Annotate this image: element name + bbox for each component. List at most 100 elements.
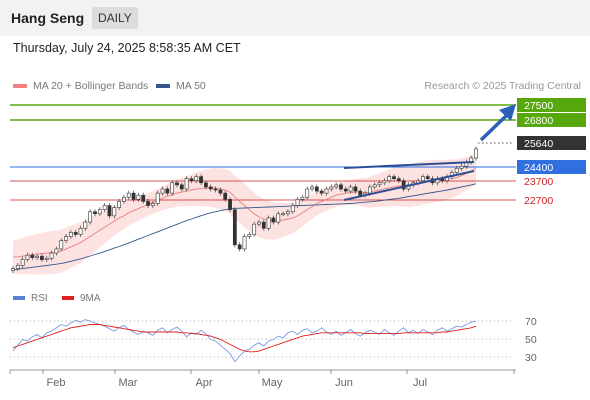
legend-9ma: 9MA [62, 293, 101, 304]
candle [271, 215, 276, 225]
rsi-tick-70: 70 [525, 316, 537, 328]
candle [40, 253, 44, 263]
ma20-line [12, 167, 477, 258]
candle-body [367, 186, 372, 194]
candle [126, 190, 131, 200]
candle-body [421, 176, 425, 182]
candle [20, 256, 25, 268]
candle [310, 184, 314, 192]
price-label-23700: 23700 [524, 176, 553, 188]
candle-body [314, 186, 319, 192]
candle-body [64, 236, 68, 241]
legend-bollinger-swatch [13, 84, 27, 89]
candle [252, 221, 257, 237]
candle-body [165, 188, 170, 194]
candle-body [83, 221, 88, 229]
credit-text: Research © 2025 Trading Central [424, 80, 581, 92]
candle [343, 186, 348, 194]
candle-body [179, 184, 184, 190]
candle [150, 200, 155, 209]
candle [242, 234, 247, 252]
candle [218, 187, 223, 196]
candle-body [247, 234, 252, 237]
x-tick-label: Jul [413, 377, 427, 389]
candle-body [35, 255, 40, 258]
candle [83, 219, 88, 231]
candle [392, 174, 396, 182]
candle-body [49, 252, 54, 259]
candle-body [343, 188, 348, 192]
candle-body [150, 203, 155, 206]
candle [261, 219, 266, 231]
x-tick-label: Mar [119, 377, 138, 389]
candle-body [131, 192, 136, 200]
candle [300, 194, 305, 202]
candle [387, 174, 392, 184]
candle-body [271, 217, 276, 223]
ma50-line [12, 183, 477, 271]
candle [160, 186, 165, 196]
candle-body [25, 254, 30, 260]
candle-body [40, 255, 44, 260]
candle-body [112, 207, 117, 217]
candle [112, 205, 117, 219]
candle-body [392, 176, 396, 179]
candle-body [199, 176, 203, 184]
candle-body [305, 188, 310, 198]
candle-body [189, 178, 194, 182]
x-tick-label: Apr [195, 377, 212, 389]
candle-body [290, 205, 295, 213]
candle-body [78, 227, 83, 235]
candle-body [353, 186, 358, 192]
candle-body [474, 148, 478, 159]
candle-body [252, 223, 257, 235]
candle-body [122, 196, 126, 202]
candle [237, 242, 242, 252]
candle [131, 190, 136, 202]
candle-body [382, 180, 387, 184]
candle [372, 182, 377, 190]
candle-body [20, 258, 25, 266]
candle-body [257, 221, 261, 225]
legend-ma50: MA 50 [156, 80, 206, 92]
candle [281, 211, 285, 217]
candle [15, 262, 20, 272]
projection-arrow-shaft [479, 114, 508, 142]
candle [73, 229, 78, 237]
candle-body [334, 184, 339, 188]
candle-body [276, 213, 281, 223]
candle-body [175, 182, 179, 186]
candle [232, 207, 237, 248]
candle-body [372, 184, 377, 188]
candle [401, 178, 406, 192]
legend-ma50-swatch [156, 84, 170, 89]
price-label-22700: 22700 [524, 195, 553, 207]
candle-body [348, 186, 353, 192]
candle [165, 186, 170, 196]
timeframe-button[interactable]: DAILY [92, 7, 138, 29]
candle-body [73, 232, 78, 235]
candle [179, 182, 184, 192]
candle-body [93, 211, 97, 215]
candle-body [97, 209, 102, 215]
candle [54, 246, 59, 256]
candle-body [213, 188, 218, 191]
candle [382, 178, 387, 186]
candle [334, 182, 339, 190]
rsi-tick-30: 30 [525, 352, 537, 364]
candle [454, 165, 459, 175]
x-tick-label: Jun [335, 377, 353, 389]
candle-body [15, 265, 20, 269]
legend-ma50-label: MA 50 [176, 80, 206, 92]
candle-body [232, 209, 237, 246]
candle-body [44, 257, 49, 260]
candle-body [310, 186, 314, 190]
x-tick-label: May [262, 377, 283, 389]
candle [348, 184, 353, 194]
candle [208, 184, 213, 192]
candle [30, 252, 35, 261]
candle-body [194, 176, 199, 182]
candle [25, 252, 30, 262]
candle-body [401, 180, 406, 190]
